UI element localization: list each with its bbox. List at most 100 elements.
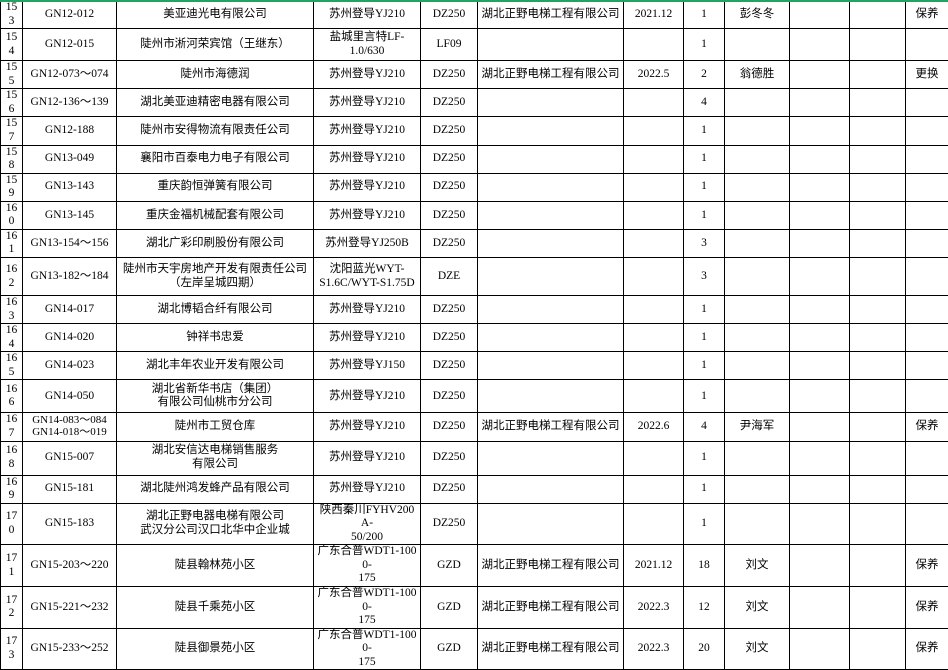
cell-qty[interactable]: 20 — [684, 628, 725, 670]
cell-extra2[interactable] — [850, 352, 906, 380]
cell-no[interactable]: 162 — [1, 258, 23, 296]
cell-date[interactable] — [624, 503, 684, 545]
cell-unit[interactable]: 湖北正野电器电梯有限公司 武汉分公司汉口北华中企业城 — [117, 503, 314, 545]
cell-extra1[interactable] — [790, 296, 850, 324]
cell-extra1[interactable] — [790, 29, 850, 61]
cell-maint[interactable] — [478, 117, 624, 145]
cell-type[interactable]: DZ250 — [421, 1, 478, 29]
cell-maint[interactable]: 湖北正野电梯工程有限公司 — [478, 1, 624, 29]
cell-date[interactable]: 2022.5 — [624, 61, 684, 89]
cell-code[interactable]: GN13-154～156 — [23, 229, 117, 257]
cell-code[interactable]: GN15-203～220 — [23, 545, 117, 587]
cell-maint[interactable] — [478, 229, 624, 257]
cell-maint[interactable] — [478, 352, 624, 380]
cell-date[interactable] — [624, 352, 684, 380]
cell-date[interactable]: 2022.3 — [624, 628, 684, 670]
cell-maint[interactable] — [478, 380, 624, 413]
cell-extra1[interactable] — [790, 1, 850, 29]
cell-maint[interactable]: 湖北正野电梯工程有限公司 — [478, 628, 624, 670]
cell-type[interactable]: DZ250 — [421, 441, 478, 475]
cell-type[interactable]: DZ250 — [421, 503, 478, 545]
cell-maint[interactable] — [478, 441, 624, 475]
cell-code[interactable]: GN12-188 — [23, 117, 117, 145]
cell-extra1[interactable] — [790, 352, 850, 380]
cell-date[interactable] — [624, 89, 684, 117]
cell-maint[interactable]: 湖北正野电梯工程有限公司 — [478, 545, 624, 587]
cell-person[interactable] — [725, 475, 790, 503]
cell-note[interactable]: 保养 — [906, 413, 948, 441]
cell-code[interactable]: GN12-073～074 — [23, 61, 117, 89]
cell-extra1[interactable] — [790, 173, 850, 201]
cell-model[interactable]: 苏州登导YJ210 — [314, 61, 421, 89]
cell-model[interactable]: 苏州登导YJ210 — [314, 441, 421, 475]
cell-qty[interactable]: 1 — [684, 324, 725, 352]
cell-extra2[interactable] — [850, 296, 906, 324]
cell-model[interactable]: 沈阳蓝光WYT- S1.6C/WYT-S1.75D — [314, 258, 421, 296]
cell-code[interactable]: GN12-012 — [23, 1, 117, 29]
cell-note[interactable] — [906, 324, 948, 352]
cell-maint[interactable]: 湖北正野电梯工程有限公司 — [478, 413, 624, 441]
cell-no[interactable]: 154 — [1, 29, 23, 61]
cell-note[interactable] — [906, 352, 948, 380]
cell-extra2[interactable] — [850, 475, 906, 503]
cell-extra2[interactable] — [850, 587, 906, 629]
cell-qty[interactable]: 18 — [684, 545, 725, 587]
cell-model[interactable]: 苏州登导YJ150 — [314, 352, 421, 380]
cell-extra1[interactable] — [790, 145, 850, 173]
cell-code[interactable]: GN14-020 — [23, 324, 117, 352]
cell-qty[interactable]: 1 — [684, 1, 725, 29]
cell-unit[interactable]: 陡州市淅河荣宾馆（王继东） — [117, 29, 314, 61]
cell-type[interactable]: GZD — [421, 628, 478, 670]
cell-date[interactable]: 2022.6 — [624, 413, 684, 441]
cell-maint[interactable]: 湖北正野电梯工程有限公司 — [478, 587, 624, 629]
cell-extra2[interactable] — [850, 29, 906, 61]
cell-model[interactable]: 陕西秦川FYHV200A- 50/200 — [314, 503, 421, 545]
cell-person[interactable]: 尹海军 — [725, 413, 790, 441]
cell-extra2[interactable] — [850, 61, 906, 89]
cell-type[interactable]: DZ250 — [421, 201, 478, 229]
cell-type[interactable]: GZD — [421, 545, 478, 587]
cell-person[interactable]: 刘文 — [725, 587, 790, 629]
cell-extra2[interactable] — [850, 173, 906, 201]
cell-person[interactable] — [725, 296, 790, 324]
cell-model[interactable]: 苏州登导YJ210 — [314, 380, 421, 413]
cell-unit[interactable]: 湖北丰年农业开发有限公司 — [117, 352, 314, 380]
cell-note[interactable] — [906, 89, 948, 117]
cell-unit[interactable]: 重庆韵恒弹簧有限公司 — [117, 173, 314, 201]
cell-note[interactable]: 保养 — [906, 628, 948, 670]
cell-qty[interactable]: 12 — [684, 587, 725, 629]
cell-type[interactable]: DZ250 — [421, 324, 478, 352]
cell-no[interactable]: 161 — [1, 229, 23, 257]
cell-model[interactable]: 苏州登导YJ210 — [314, 173, 421, 201]
cell-no[interactable]: 155 — [1, 61, 23, 89]
cell-unit[interactable]: 钟祥书忠爱 — [117, 324, 314, 352]
cell-extra2[interactable] — [850, 201, 906, 229]
cell-code[interactable]: GN13-143 — [23, 173, 117, 201]
cell-code[interactable]: GN13-049 — [23, 145, 117, 173]
cell-model[interactable]: 苏州登导YJ210 — [314, 201, 421, 229]
cell-type[interactable]: LF09 — [421, 29, 478, 61]
cell-note[interactable] — [906, 173, 948, 201]
cell-qty[interactable]: 4 — [684, 413, 725, 441]
cell-qty[interactable]: 3 — [684, 258, 725, 296]
cell-date[interactable] — [624, 441, 684, 475]
cell-unit[interactable]: 美亚迪光电有限公司 — [117, 1, 314, 29]
cell-person[interactable] — [725, 117, 790, 145]
cell-person[interactable] — [725, 229, 790, 257]
cell-qty[interactable]: 3 — [684, 229, 725, 257]
cell-date[interactable]: 2022.3 — [624, 587, 684, 629]
cell-type[interactable]: DZ250 — [421, 117, 478, 145]
cell-model[interactable]: 苏州登导YJ210 — [314, 296, 421, 324]
cell-extra2[interactable] — [850, 413, 906, 441]
cell-extra1[interactable] — [790, 258, 850, 296]
